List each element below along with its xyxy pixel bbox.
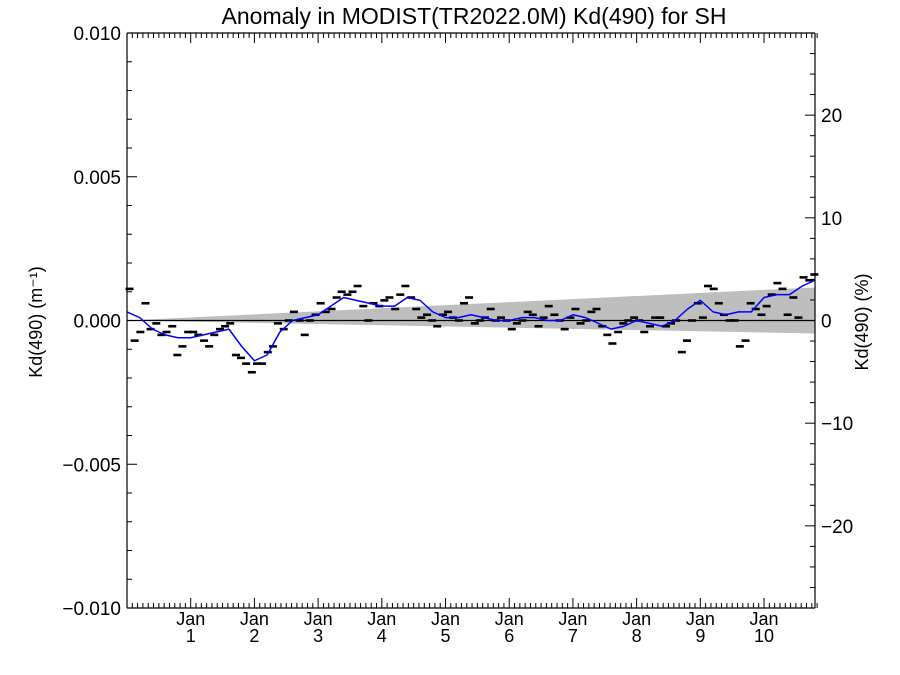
y2-tick-label-right: 20 (821, 106, 842, 127)
y2-tick-label-right: −20 (821, 517, 853, 538)
ticks-layer: 0.010 0.005 0.000 −0.005 −0.010 20 10 0 −10 −20 Ja… (62, 24, 853, 646)
running-mean-layer (126, 279, 816, 362)
y-tick-label-left: 0.000 (73, 312, 121, 333)
x-tick-label-month: Jan (750, 609, 779, 629)
x-tick-label-year: 8 (632, 626, 642, 646)
y-tick-label-left: 0.005 (73, 168, 121, 189)
x-tick-label-year: 5 (441, 626, 451, 646)
x-tick-label-year: 10 (754, 626, 774, 646)
x-tick-label-year: 6 (504, 626, 514, 646)
y-axis-label-left: Kd(490) (m⁻¹) (26, 266, 46, 378)
x-tick-label-month: Jan (558, 609, 587, 629)
chart-title: Anomaly in MODIST(TR2022.0M) Kd(490) for… (222, 3, 727, 29)
x-tick-label-year: 1 (186, 626, 196, 646)
x-tick-label-month: Jan (176, 609, 205, 629)
x-tick-label-month: Jan (240, 609, 269, 629)
running-mean-line (126, 279, 816, 362)
y-tick-label-left: 0.010 (73, 24, 121, 45)
y-tick-label-left: −0.005 (62, 455, 121, 476)
x-tick-label-year: 3 (313, 626, 323, 646)
y-tick-label-left: −0.010 (62, 599, 121, 620)
x-tick-label-year: 4 (377, 626, 387, 646)
x-tick-label-year: 9 (695, 626, 705, 646)
x-tick-label-year: 2 (249, 626, 259, 646)
y-axis-label-right: Kd(490) (%) (852, 273, 872, 370)
y2-tick-label-right: 10 (821, 209, 842, 230)
x-tick-label-month: Jan (367, 609, 396, 629)
x-tick-label-month: Jan (686, 609, 715, 629)
x-tick-label-month: Jan (622, 609, 651, 629)
y2-tick-label-right: 0 (821, 312, 832, 333)
x-tick-label-month: Jan (431, 609, 460, 629)
x-tick-label-year: 7 (568, 626, 578, 646)
anomaly-points-layer (125, 273, 819, 374)
y2-tick-label-right: −10 (821, 414, 853, 435)
x-tick-label-month: Jan (495, 609, 524, 629)
x-tick-label-month: Jan (304, 609, 333, 629)
